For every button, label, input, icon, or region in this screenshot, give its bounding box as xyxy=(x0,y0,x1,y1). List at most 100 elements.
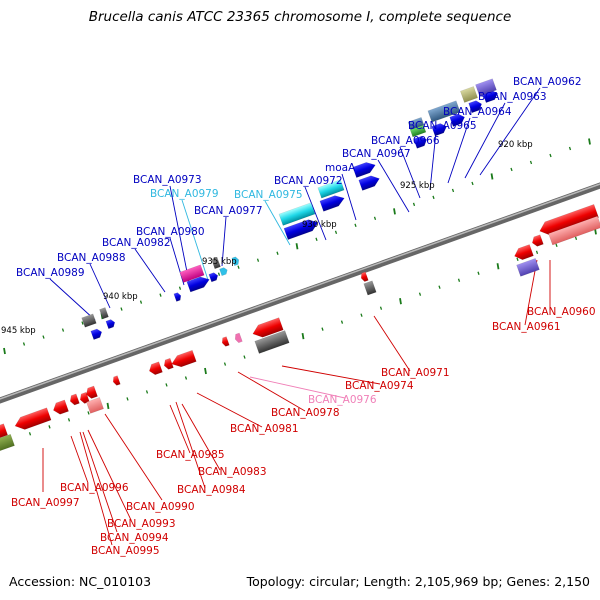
gene-label[interactable]: BCAN_A0997 xyxy=(11,497,80,509)
label-connector xyxy=(169,404,191,454)
gene-feature[interactable] xyxy=(186,274,211,293)
tick-mark xyxy=(549,153,552,158)
gene-feature[interactable] xyxy=(84,385,98,400)
gene-feature[interactable] xyxy=(278,202,316,226)
gene-label[interactable]: BCAN_A0988 xyxy=(57,252,126,264)
gene-label[interactable]: BCAN_A0982 xyxy=(102,237,171,249)
gene-feature[interactable] xyxy=(317,179,345,199)
tick-mark xyxy=(432,195,435,200)
label-connector xyxy=(104,413,163,501)
gene-label[interactable]: BCAN_A0976 xyxy=(308,394,377,406)
gene-label[interactable]: BCAN_A0967 xyxy=(342,148,411,160)
gene-feature[interactable] xyxy=(112,375,121,386)
gene-feature[interactable] xyxy=(475,78,497,97)
gene-feature[interactable] xyxy=(413,135,429,149)
gene-label[interactable]: BCAN_A0985 xyxy=(156,449,225,461)
gene-feature[interactable] xyxy=(431,122,449,137)
gene-label[interactable]: BCAN_A0975 xyxy=(234,189,303,201)
label-connector xyxy=(221,216,227,267)
gene-feature[interactable] xyxy=(81,313,97,328)
tick-mark xyxy=(67,418,71,422)
gene-label[interactable]: BCAN_A0981 xyxy=(230,423,299,435)
kbp-label: 935 kbp xyxy=(202,257,237,267)
gene-label[interactable]: BCAN_A0989 xyxy=(16,267,85,279)
label-connector xyxy=(249,376,346,399)
gene-feature[interactable] xyxy=(254,330,290,354)
gene-feature[interactable] xyxy=(69,393,80,406)
gene-feature[interactable] xyxy=(0,433,15,452)
gene-feature[interactable] xyxy=(531,234,544,248)
gene-label[interactable]: BCAN_A0990 xyxy=(126,501,195,513)
gene-feature[interactable] xyxy=(208,272,219,283)
gene-label[interactable]: BCAN_A0971 xyxy=(381,367,450,379)
gene-feature[interactable] xyxy=(147,361,163,376)
gene-feature[interactable] xyxy=(537,204,599,237)
gene-label[interactable]: BCAN_A0961 xyxy=(492,321,561,333)
gene-feature[interactable] xyxy=(90,328,103,340)
gene-feature[interactable] xyxy=(170,349,197,369)
gene-feature[interactable] xyxy=(179,264,205,283)
gene-feature[interactable] xyxy=(468,99,484,114)
gene-label[interactable]: BCAN_A0977 xyxy=(194,205,263,217)
gene-feature[interactable] xyxy=(548,215,600,246)
gene-label[interactable]: BCAN_A0964 xyxy=(443,106,512,118)
gene-label[interactable]: BCAN_A0966 xyxy=(371,135,440,147)
gene-feature[interactable] xyxy=(234,332,243,344)
gene-label[interactable]: BCAN_A0972 xyxy=(274,175,343,187)
gene-label[interactable]: BCAN_A0978 xyxy=(271,407,340,419)
gene-feature[interactable] xyxy=(513,244,534,261)
gene-label[interactable]: moaA xyxy=(325,162,356,174)
gene-feature[interactable] xyxy=(516,258,540,277)
tick-mark xyxy=(457,278,461,282)
tick-mark xyxy=(301,332,305,340)
gene-label[interactable]: BCAN_A0993 xyxy=(107,518,176,530)
gene-label[interactable]: BCAN_A0973 xyxy=(133,174,202,186)
gene-label[interactable]: BCAN_A0962 xyxy=(513,76,582,88)
gene-label[interactable]: BCAN_A0963 xyxy=(478,91,547,103)
gene-feature[interactable] xyxy=(51,399,69,416)
tick-mark xyxy=(393,208,396,215)
gene-feature[interactable] xyxy=(105,319,116,330)
gene-feature[interactable] xyxy=(211,257,221,270)
gene-label[interactable]: BCAN_A0974 xyxy=(345,380,414,392)
gene-feature[interactable] xyxy=(79,391,90,404)
gene-feature[interactable] xyxy=(460,86,478,103)
gene-feature[interactable] xyxy=(173,292,182,302)
label-connector xyxy=(429,131,437,191)
gene-feature[interactable] xyxy=(427,100,461,123)
gene-feature[interactable] xyxy=(163,357,174,370)
gene-feature[interactable] xyxy=(449,112,467,127)
label-connector xyxy=(281,365,381,385)
tick-mark xyxy=(568,146,572,151)
gene-label[interactable]: BCAN_A0979 xyxy=(150,188,219,200)
gene-feature[interactable] xyxy=(86,397,104,414)
gene-feature[interactable] xyxy=(231,256,240,267)
gene-feature[interactable] xyxy=(0,423,8,440)
gene-feature[interactable] xyxy=(358,173,382,191)
gene-feature[interactable] xyxy=(363,280,377,296)
gene-feature[interactable] xyxy=(219,267,229,277)
gene-label[interactable]: BCAN_A0996 xyxy=(60,482,129,494)
gene-label[interactable]: BCAN_A0960 xyxy=(527,306,596,318)
tick-mark xyxy=(81,321,84,325)
tick-mark xyxy=(360,313,363,317)
gene-label[interactable]: BCAN_A0995 xyxy=(91,545,160,557)
gene-label[interactable]: BCAN_A0983 xyxy=(198,466,267,478)
gene-feature[interactable] xyxy=(221,336,230,347)
gene-feature[interactable] xyxy=(13,407,52,432)
gene-label[interactable]: BCAN_A0984 xyxy=(177,484,246,496)
tick-mark xyxy=(321,327,324,331)
gene-label[interactable]: BCAN_A0994 xyxy=(100,532,169,544)
gene-feature[interactable] xyxy=(352,160,377,178)
tick-mark xyxy=(477,271,480,275)
gene-feature[interactable] xyxy=(99,307,109,320)
gene-label[interactable]: BCAN_A0980 xyxy=(136,226,205,238)
gene-feature[interactable] xyxy=(251,317,284,340)
gene-feature[interactable] xyxy=(319,193,346,212)
tick-mark xyxy=(223,362,227,366)
gene-feature[interactable] xyxy=(360,271,369,282)
gene-feature[interactable] xyxy=(283,217,320,240)
gene-feature[interactable] xyxy=(407,117,425,130)
gene-label[interactable]: BCAN_A0965 xyxy=(408,120,477,132)
label-connector xyxy=(447,117,471,184)
